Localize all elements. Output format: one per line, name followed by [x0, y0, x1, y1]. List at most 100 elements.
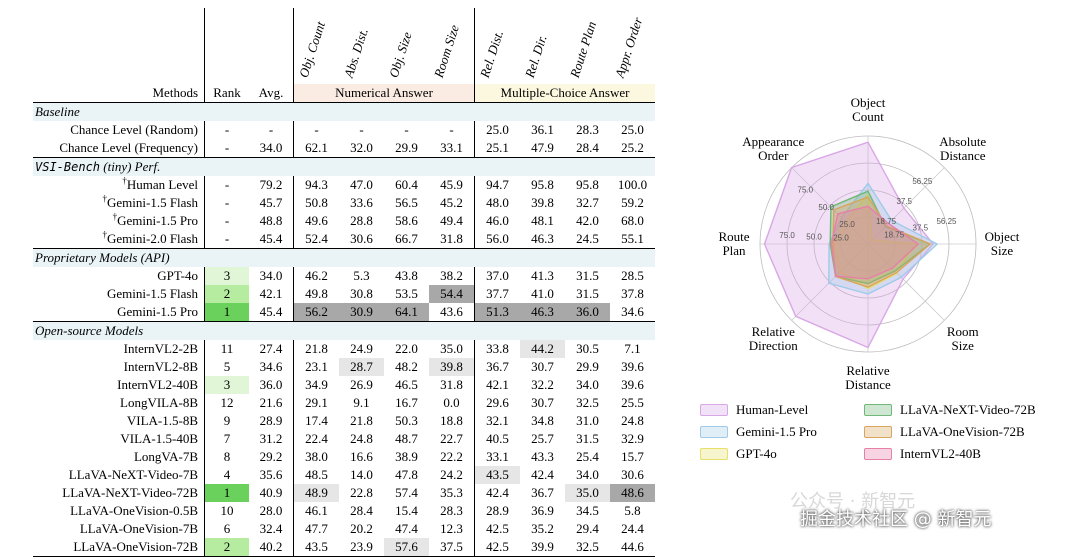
value-cell: 31.8 [440, 231, 463, 246]
multiple-choice-header: Multiple-Choice Answer [474, 84, 655, 103]
value-cell: 25.0 [474, 121, 520, 139]
value-cell: 28.3 [576, 122, 599, 137]
ring-tick-label: 18.75 [876, 217, 897, 226]
value-cell: 43.5 [293, 538, 339, 557]
value-cell: 25.1 [474, 139, 520, 158]
value-cell: 50.3 [395, 413, 418, 428]
table-row: LongVILA-8B 12 21.6 29.1 9.1 16.7 0.0 29.6 30.7 3… [33, 394, 655, 412]
rank-cell: 3 [204, 376, 249, 394]
value-cell: 32.0 [350, 140, 373, 155]
value-cell: 38.9 [395, 449, 418, 464]
watermark-wechat: 公众号 · 新智元 [790, 491, 916, 512]
ring-tick-label: 56.25 [912, 177, 933, 186]
dagger-mark: † [102, 193, 108, 204]
value-cell: 42.4 [474, 484, 520, 502]
rotated-header-row: Obj. Count Abs. Dist. Obj. Size Room Size Re… [33, 8, 655, 84]
value-cell: 36.1 [531, 122, 554, 137]
method-label: Gemini-2.0 Flash [107, 231, 198, 246]
value-cell: 49.8 [293, 285, 339, 303]
value-cell: 32.9 [621, 431, 644, 446]
column-header-label: Obj. Count [295, 19, 328, 80]
value-cell: 47.4 [395, 521, 418, 536]
table-row: InternVL2-2B 11 27.4 21.8 24.9 22.0 35.0 33.8 44… [33, 340, 655, 358]
value-cell: 59.2 [621, 195, 644, 210]
table-row: Gemini-1.5 Pro 1 45.4 56.2 30.9 64.1 43.6 51.3 4… [33, 303, 655, 322]
value-cell: 48.9 [293, 484, 339, 502]
avg-cell: 79.2 [259, 177, 283, 192]
method-label: GPT-4o [157, 268, 198, 283]
value-cell: 46.0 [474, 212, 520, 230]
methods-header: Methods [33, 84, 205, 103]
table-row: GPT-4o 3 34.0 46.2 5.3 43.8 38.2 37.0 41.3 31.5 28… [33, 267, 655, 285]
value-cell: 57.6 [384, 538, 429, 557]
ring-tick-label: 50.0 [818, 203, 834, 212]
value-cell: 31.5 [576, 431, 599, 446]
value-cell: 24.2 [440, 467, 463, 482]
radar-spoke [867, 167, 945, 245]
value-cell: 33.8 [474, 340, 520, 358]
radar-axis-label: Plan [722, 243, 746, 258]
method-label: Gemini-1.5 Flash [107, 286, 198, 301]
section-row: Baseline [33, 102, 655, 121]
value-cell: - [293, 121, 339, 139]
value-cell: 39.6 [621, 377, 644, 392]
rank-cell: 12 [204, 394, 249, 412]
avg-cell: - [268, 122, 274, 137]
column-header-3: Room Size [429, 8, 475, 84]
legend-swatch [700, 448, 728, 460]
legend-item: LLaVA-NeXT-Video-72B [864, 402, 1036, 418]
header-spacer [249, 8, 294, 84]
value-cell: 54.4 [429, 285, 475, 303]
dagger-mark: † [122, 175, 127, 186]
method-label: Gemini-1.5 Pro [117, 304, 198, 319]
value-cell: 12.3 [440, 521, 463, 536]
method-name: LLaVA-NeXT-Video-72B [33, 484, 205, 502]
value-cell: 39.8 [531, 195, 554, 210]
column-header-5: Rel. Dir. [520, 8, 565, 84]
value-cell: 36.7 [531, 485, 554, 500]
value-cell: 56.2 [293, 303, 339, 322]
value-cell: 43.6 [440, 304, 463, 319]
rank-cell: 8 [204, 448, 249, 466]
dagger-mark: † [112, 211, 118, 222]
value-cell: 38.2 [440, 268, 463, 283]
value-cell: 22.0 [395, 341, 418, 356]
value-cell: 31.8 [440, 377, 463, 392]
column-header-6: Route Plan [565, 8, 610, 84]
value-cell: 42.0 [576, 213, 599, 228]
value-cell: 52.4 [293, 230, 339, 249]
rank-cell: 9 [204, 412, 249, 430]
legend-item: Gemini-1.5 Pro [700, 424, 817, 440]
method-name: †Gemini-2.0 Flash [33, 230, 205, 249]
value-cell: 24.4 [621, 521, 644, 536]
ring-tick-label: 25.0 [839, 220, 855, 229]
value-cell: 38.0 [293, 448, 339, 466]
value-cell: 46.5 [395, 377, 418, 392]
value-cell: 35.2 [531, 521, 554, 536]
value-cell: 100.0 [617, 177, 648, 192]
value-cell: 14.0 [350, 467, 373, 482]
legend-item: Human-Level [700, 402, 808, 418]
avg-cell: 34.0 [259, 268, 283, 283]
section-title: VSI-Bench (tiny) Perf. [33, 157, 655, 176]
value-cell: 95.8 [531, 177, 554, 192]
column-header-4: Rel. Dist. [474, 8, 520, 84]
radar-series-internvl2-40b [830, 205, 920, 280]
rank-cell: - [204, 212, 249, 230]
value-cell: 34.0 [576, 467, 599, 482]
radar-chart: 75.0 50.0 25.0 75.0 50.0 25.0 56.25 37.5 18.75 56… [718, 95, 1019, 392]
value-cell: 28.3 [440, 503, 463, 518]
radar-spoke [791, 243, 869, 321]
value-cell: 29.9 [576, 359, 599, 374]
value-cell: 21.8 [350, 413, 373, 428]
legend-item: GPT-4o [700, 446, 777, 462]
column-header-7: Appr. Order [610, 8, 655, 84]
table-row: LLaVA-NeXT-Video-7B 4 35.6 48.5 14.0 47.8 24.2… [33, 466, 655, 484]
value-cell: 49.4 [440, 213, 463, 228]
value-cell: 48.0 [474, 194, 520, 212]
method-label: Chance Level (Frequency) [59, 140, 198, 155]
value-cell: 47.0 [350, 177, 373, 192]
ring-tick-label: 75.0 [779, 231, 795, 240]
method-name: GPT-4o [33, 267, 205, 285]
method-label: InternVL2-2B [123, 341, 198, 356]
